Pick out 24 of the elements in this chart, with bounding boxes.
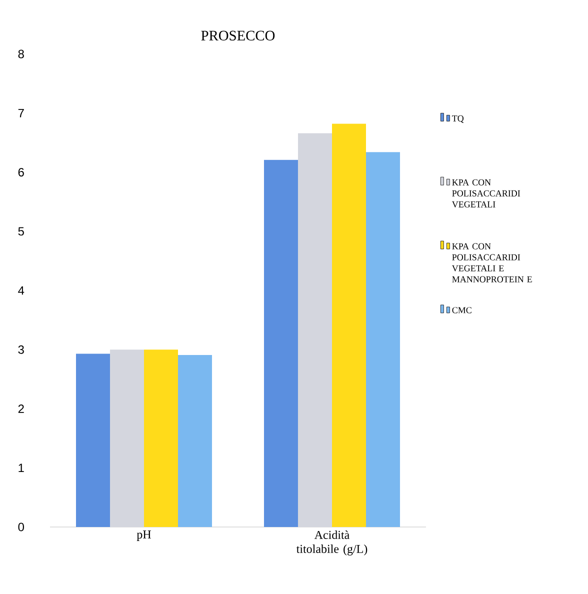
bar bbox=[110, 350, 144, 527]
y-tick-label: 7 bbox=[18, 109, 24, 118]
y-tick-label: 2 bbox=[18, 404, 24, 413]
y-tick-label: 3 bbox=[18, 345, 24, 354]
x-tick-label: Acidità titolabile (g/L) bbox=[296, 530, 368, 556]
y-tick-label: 1 bbox=[18, 464, 24, 472]
bar bbox=[264, 160, 298, 527]
bar bbox=[76, 354, 110, 527]
legend-label: KPA CON POLISACCARIDI VEGETALI bbox=[452, 179, 520, 208]
bar bbox=[298, 133, 332, 527]
y-tick-label: 8 bbox=[18, 50, 24, 58]
legend-label: TQ bbox=[452, 115, 464, 123]
y-tick-label: 6 bbox=[18, 168, 24, 176]
legend-label: KPA CON POLISACCARIDI VEGETALI E MANNOPROTEIN E bbox=[452, 243, 532, 282]
bar bbox=[178, 354, 212, 527]
bar bbox=[332, 124, 366, 527]
x-tick-label: pH bbox=[136, 530, 151, 541]
legend-label: CMC bbox=[452, 307, 472, 314]
y-tick-label: 5 bbox=[18, 227, 24, 236]
y-tick-label: 4 bbox=[18, 286, 24, 295]
y-tick-label: 0 bbox=[18, 522, 24, 532]
bar bbox=[366, 152, 400, 527]
bar bbox=[144, 350, 178, 527]
chart-title: PROSECCO bbox=[201, 30, 275, 40]
